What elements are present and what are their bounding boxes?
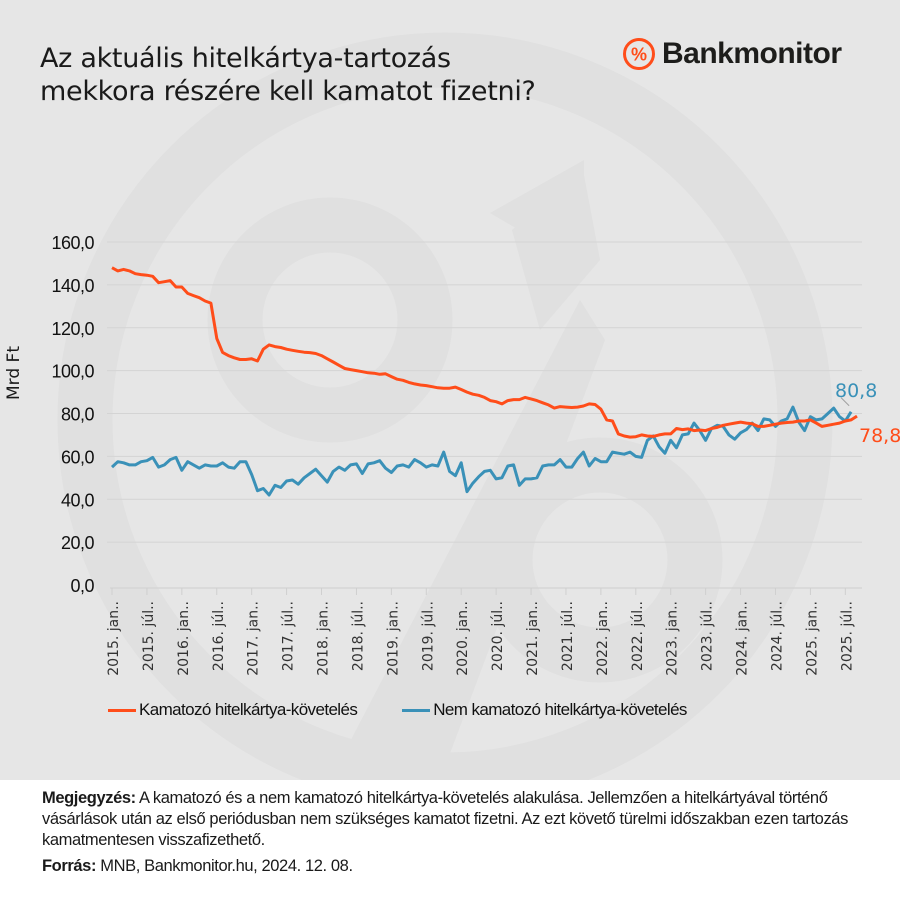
- y-axis-label: Mrd Ft: [4, 346, 24, 400]
- x-tick-label: 2023. jan..: [665, 601, 681, 676]
- y-tick-label: 20,0: [61, 533, 95, 553]
- x-tick-label: 2016. jan..: [176, 601, 192, 676]
- x-tick-label: 2019. júl..: [420, 601, 436, 671]
- x-tick-label: 2021. júl..: [560, 601, 576, 671]
- series-line: [111, 266, 858, 439]
- series-line: [110, 405, 853, 497]
- y-tick-label: 80,0: [61, 405, 95, 425]
- x-tick-label: 2018. júl..: [350, 601, 366, 671]
- percent-circle-icon: %: [623, 38, 655, 70]
- x-tick-label: 2022. júl..: [630, 601, 646, 671]
- end-value-label-orange: 78,8: [859, 425, 900, 447]
- legend-swatch-orange: [108, 708, 136, 712]
- y-tick-label: 120,0: [51, 319, 94, 339]
- x-tick-label: 2025. júl..: [839, 601, 855, 671]
- source-text: MNB, Bankmonitor.hu, 2024. 12. 08.: [100, 857, 353, 875]
- x-tick-label: 2020. jan..: [455, 601, 471, 676]
- x-tick-label: 2019. jan..: [385, 601, 401, 676]
- legend-label: Nem kamatozó hitelkártya-követelés: [433, 700, 687, 719]
- note-text: A kamatozó és a nem kamatozó hitelkártya…: [42, 789, 848, 849]
- y-tick-label: 100,0: [51, 362, 94, 382]
- note-label: Megjegyzés:: [42, 789, 136, 807]
- x-tick-label: 2015. jan..: [106, 601, 122, 676]
- x-tick-label: 2022. jan..: [595, 601, 611, 676]
- legend-swatch-blue: [402, 708, 431, 712]
- y-tick-label: 0,0: [70, 576, 94, 596]
- y-tick-label: 60,0: [61, 447, 95, 467]
- legend-label: Kamatozó hitelkártya-követelés: [139, 700, 358, 719]
- legend-item-noninterest: Nem kamatozó hitelkártya-követelés: [402, 700, 687, 720]
- note-paragraph: Megjegyzés: A kamatozó és a nem kamatozó…: [42, 788, 862, 851]
- x-tick-label: 2018. jan..: [316, 601, 332, 676]
- x-tick-label: 2020. júl..: [490, 601, 506, 671]
- logo-text: Bankmonitor: [662, 37, 842, 70]
- x-tick-label: 2024. júl..: [769, 601, 785, 671]
- source-paragraph: Forrás: MNB, Bankmonitor.hu, 2024. 12. 0…: [42, 856, 862, 877]
- chart-legend: Kamatozó hitelkártya-követelés Nem kamat…: [108, 700, 732, 720]
- end-value-label-blue: 80,8: [835, 380, 877, 402]
- x-tick-label: 2017. júl..: [281, 601, 297, 671]
- line-chart: 0,0 20,0 40,0 60,0 80,0 100,0 120,0 140,0 160,0 2…: [51, 233, 900, 676]
- x-tick-label: 2023. júl..: [700, 601, 716, 671]
- source-label: Forrás:: [42, 857, 97, 875]
- annotation-leader: [840, 397, 850, 407]
- svg-text:%: %: [631, 45, 647, 65]
- chart-panel: Az aktuális hitelkártya-tartozás mekkora…: [0, 0, 900, 780]
- y-tick-label: 40,0: [61, 490, 95, 510]
- x-tick-label: 2015. júl..: [141, 601, 157, 671]
- x-tick-label: 2025. jan..: [804, 601, 820, 676]
- legend-item-interest: Kamatozó hitelkártya-követelés: [108, 700, 358, 720]
- x-tick-label: 2016. júl..: [211, 601, 227, 671]
- y-tick-label: 160,0: [51, 233, 94, 253]
- bankmonitor-logo: % Bankmonitor: [622, 37, 842, 71]
- y-tick-label: 140,0: [51, 276, 94, 296]
- x-tick-label: 2021. jan..: [525, 601, 541, 676]
- x-tick-label: 2024. jan..: [735, 601, 751, 676]
- footer-notes: Megjegyzés: A kamatozó és a nem kamatozó…: [42, 788, 862, 877]
- x-tick-label: 2017. jan..: [246, 601, 262, 676]
- page-title: Az aktuális hitelkártya-tartozás mekkora…: [40, 43, 536, 107]
